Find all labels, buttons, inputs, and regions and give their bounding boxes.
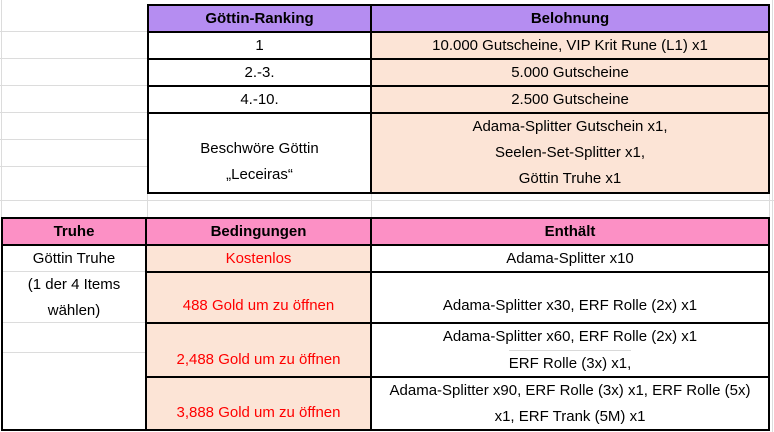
reward-value: 5.000 Gutscheine [511,63,629,81]
gridline [0,85,147,86]
gridline [0,112,147,113]
gridline [0,200,774,201]
conditions-header-label: Bedingungen [210,222,307,240]
reward-value: 2.500 Gutscheine [511,90,629,108]
reward-line: Adama-Splitter Gutschein x1, [472,118,668,135]
ranking-table: Göttin-Ranking Belohnung 1 10.000 Gutsch… [147,4,770,194]
reward-cell-2[interactable]: 5.000 Gutscheine [372,60,768,85]
chest-table: Truhe Bedingungen Enthält Göttin Truhe (… [1,217,770,431]
ranking-header-cell[interactable]: Göttin-Ranking [149,6,370,31]
condition-value: 2,488 Gold um zu öffnen [176,351,341,368]
contents-subrow: ERF Rolle (3x) x1, [508,349,632,377]
chest-name-line: Göttin Truhe [32,250,116,267]
rank-value: 1 [255,36,264,54]
contents-value: Adama-Splitter x10 [506,249,634,267]
gridline [772,0,773,432]
reward-header-cell[interactable]: Belohnung [372,6,768,31]
rank-cell-1[interactable]: 1 [149,33,370,58]
reward-header-label: Belohnung [530,9,610,27]
gridline [3,271,145,272]
chest-header-cell[interactable]: Truhe [3,219,145,244]
contains-header-label: Enthält [544,222,596,240]
gridline [1,0,2,217]
chest-name-line: wählen) [47,302,101,319]
chest-name-line: (1 der 4 Items [27,276,121,293]
contents-value: Adama-Splitter x60, ERF Rolle (2x) x1 [442,327,698,345]
gridline [147,194,148,217]
rank-cell-2[interactable]: 2.-3. [149,60,370,85]
contents-value: Adama-Splitter x30, ERF Rolle (2x) x1 [442,297,698,314]
rank-line: „Leceiras“ [226,166,293,183]
rank-cell-summon[interactable]: Beschwöre Göttin „Leceiras“ [149,114,370,192]
contents-cell-2[interactable]: Adama-Splitter x30, ERF Rolle (2x) x1 [372,273,768,322]
chest-name-cell[interactable]: Göttin Truhe (1 der 4 Items wählen) [3,246,145,429]
gridline [0,139,147,140]
rank-cell-3[interactable]: 4.-10. [149,87,370,112]
condition-cell-2488[interactable]: 2,488 Gold um zu öffnen [147,324,370,376]
contents-subrow: Adama-Splitter x60, ERF Rolle (2x) x1 [443,324,697,350]
condition-value: Kostenlos [225,249,292,267]
condition-value: 488 Gold um zu öffnen [182,297,335,314]
gridline [769,194,770,217]
gridline [371,194,372,217]
contents-cell-3[interactable]: Adama-Splitter x60, ERF Rolle (2x) x1 ER… [372,324,768,376]
chest-header-label: Truhe [53,222,95,240]
reward-cell-summon[interactable]: Adama-Splitter Gutschein x1, Seelen-Set-… [372,114,768,192]
ranking-header-label: Göttin-Ranking [205,9,314,27]
contains-header-cell[interactable]: Enthält [372,219,768,244]
contents-cell-1[interactable]: Adama-Splitter x10 [372,246,768,271]
gridline [0,166,147,167]
rank-value: 2.-3. [244,63,275,81]
rank-value: 4.-10. [240,90,279,108]
gridline [3,322,145,323]
condition-value: 3,888 Gold um zu öffnen [176,404,341,421]
contents-cell-4[interactable]: Adama-Splitter x90, ERF Rolle (3x) x1, E… [372,378,768,429]
reward-value: 10.000 Gutscheine, VIP Krit Rune (L1) x1 [432,36,708,54]
condition-cell-488[interactable]: 488 Gold um zu öffnen [147,273,370,322]
reward-cell-3[interactable]: 2.500 Gutscheine [372,87,768,112]
conditions-header-cell[interactable]: Bedingungen [147,219,370,244]
rank-line: Beschwöre Göttin [200,140,319,157]
condition-cell-3888[interactable]: 3,888 Gold um zu öffnen [147,378,370,429]
reward-line: Göttin Truhe x1 [518,170,622,187]
reward-line: Seelen-Set-Splitter x1, [494,144,646,161]
reward-cell-1[interactable]: 10.000 Gutscheine, VIP Krit Rune (L1) x1 [372,33,768,58]
gridline [3,352,145,353]
condition-cell-free[interactable]: Kostenlos [147,246,370,271]
contents-value: Adama-Splitter x90, ERF Rolle (3x) x1, E… [389,381,751,425]
gridline [0,58,147,59]
contents-value: ERF Rolle (3x) x1, [508,354,632,372]
gridline [0,31,147,32]
